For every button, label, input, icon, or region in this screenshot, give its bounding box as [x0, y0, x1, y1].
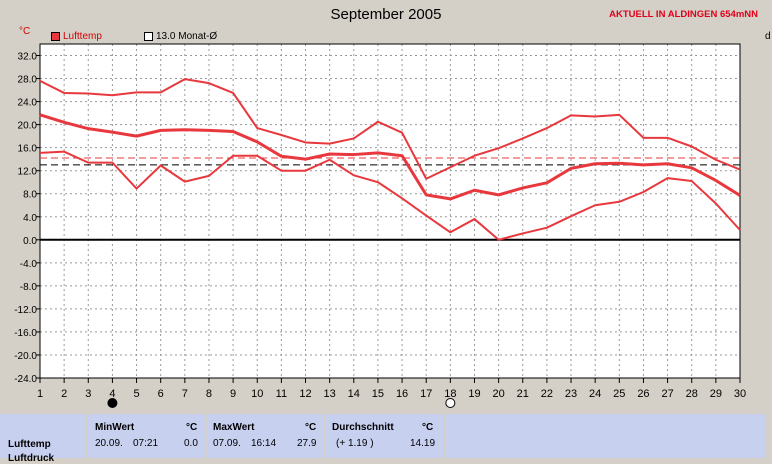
y-tick-label: 32.0: [18, 52, 38, 63]
x-tick-label: 12: [299, 388, 311, 400]
x-tick-label: 21: [517, 388, 529, 400]
x-tick-label: 25: [613, 388, 625, 400]
stats-empty-cell: [443, 414, 765, 458]
y-tick-label: 16.0: [18, 144, 38, 155]
stats-avg-cell: Durchschnitt °C (+ 1.19 ) 14.19: [324, 414, 443, 458]
min-unit: °C: [186, 422, 198, 433]
chart-title: September 2005: [330, 6, 442, 23]
x-tick-label: 13: [324, 388, 336, 400]
series-line-min: [39, 150, 741, 241]
plot-area: [40, 44, 740, 378]
x-tick-label: 10: [251, 388, 263, 400]
avg-unit: °C: [422, 422, 434, 433]
avg-diff: (+ 1.19 ): [336, 438, 374, 449]
stats-min-cell: MinWert °C 20.09. 07:21 0.0: [86, 414, 205, 458]
x-tick-label: 11: [276, 388, 287, 400]
new-moon-icon: [107, 398, 118, 408]
y-tick-label: -20.0: [14, 351, 37, 362]
x-tick-label: 19: [468, 388, 480, 400]
series-line-mean: [39, 113, 741, 201]
x-tick-label: 30: [734, 388, 746, 400]
x-tick-label: 6: [158, 388, 164, 400]
max-unit: °C: [305, 422, 317, 433]
stats-panel: Lufttemp Luftdruck MinWert °C 20.09. 07:…: [0, 414, 772, 464]
x-tick-label: 18: [444, 388, 456, 400]
min-time: 07:21: [133, 438, 159, 449]
x-tick-label: 16: [396, 388, 408, 400]
stats-label-cell: Lufttemp Luftdruck: [0, 414, 86, 464]
x-tick-label: 5: [133, 388, 139, 400]
x-tick-label: 14: [348, 388, 360, 400]
x-tick-label: 9: [230, 388, 236, 400]
min-header: MinWert: [95, 422, 135, 433]
stats-row-label: Lufttemp: [8, 439, 51, 450]
x-tick-label: 7: [182, 388, 188, 400]
x-tick-label: 2: [61, 388, 67, 400]
stats-row-label-2: Luftdruck: [8, 453, 55, 464]
y-tick-label: 8.0: [23, 190, 37, 201]
legend-swatch-white: [144, 32, 153, 41]
y-tick-label: 28.0: [18, 75, 38, 86]
stats-max-cell: MaxWert °C 07.09. 16:14 27.9: [205, 414, 324, 458]
x-tick-label: 23: [565, 388, 577, 400]
max-time: 16:14: [251, 438, 277, 449]
x-tick-label: 1: [37, 388, 43, 400]
max-date: 07.09.: [213, 438, 241, 449]
x-tick-label: 28: [686, 388, 698, 400]
legend-swatch-red: [51, 32, 60, 41]
max-value: 27.9: [297, 438, 317, 449]
y-tick-label: -8.0: [20, 282, 38, 293]
legend-label-monthly-mean: 13.0 Monat-Ø: [156, 31, 218, 42]
x-tick-label: 8: [206, 388, 212, 400]
avg-value: 14.19: [410, 438, 436, 449]
x-tick-label: 3: [85, 388, 91, 400]
x-tick-label: 24: [589, 388, 601, 400]
y-tick-label: -12.0: [14, 305, 37, 316]
min-value: 0.0: [184, 438, 198, 449]
y-tick-label: 0.0: [23, 236, 37, 247]
series-line-max: [39, 78, 741, 180]
x-tick-label: 26: [637, 388, 649, 400]
x-tick-label: 22: [541, 388, 553, 400]
y-tick-label: 12.0: [18, 167, 38, 178]
x-tick-label: 15: [372, 388, 384, 400]
y-tick-label: -16.0: [14, 328, 37, 339]
y-axis-unit: °C: [19, 26, 31, 37]
x-tick-label: 29: [710, 388, 722, 400]
x-tick-label: 27: [661, 388, 673, 400]
legend-item-lufttemp: Lufttemp: [51, 31, 102, 42]
y-tick-label: -4.0: [20, 259, 38, 270]
legend-item-monthly-mean: 13.0 Monat-Ø: [144, 31, 217, 42]
y-tick-label: -24.0: [14, 374, 37, 385]
y-tick-label: 24.0: [18, 98, 38, 109]
plot-border: [39, 43, 741, 379]
x-tick-label: 4: [109, 388, 115, 400]
y-tick-label: 20.0: [18, 121, 38, 132]
avg-header: Durchschnitt: [332, 422, 394, 433]
full-moon-icon: [445, 398, 456, 408]
x-tick-label: 20: [492, 388, 504, 400]
station-label: AKTUELL IN ALDINGEN 654mNN: [609, 9, 758, 20]
right-axis-unit: d: [765, 31, 771, 42]
legend-label-lufttemp: Lufttemp: [63, 31, 102, 42]
y-tick-label: 4.0: [23, 213, 37, 224]
max-header: MaxWert: [213, 422, 255, 433]
min-date: 20.09.: [95, 438, 123, 449]
x-tick-label: 17: [420, 388, 432, 400]
